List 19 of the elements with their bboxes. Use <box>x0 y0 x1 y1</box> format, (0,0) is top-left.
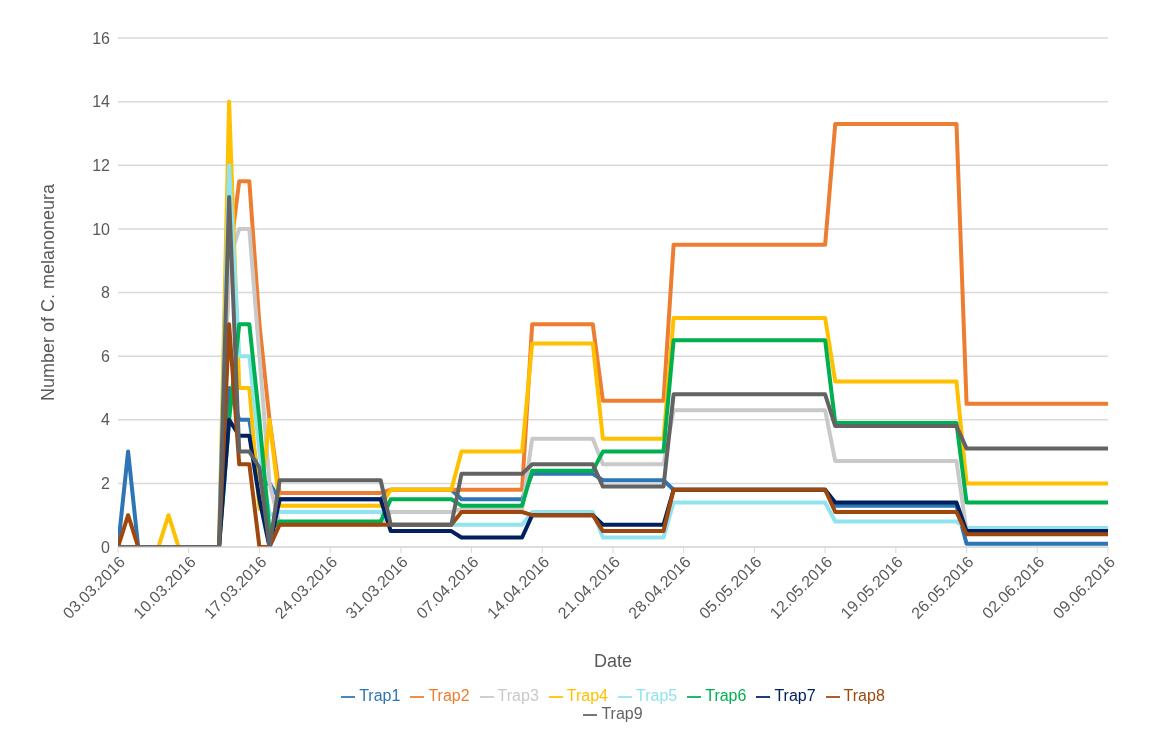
y-tick-label: 14 <box>92 93 111 111</box>
y-tick-label: 4 <box>101 411 111 429</box>
y-tick-label: 16 <box>92 29 111 47</box>
legend-label: Trap1 <box>359 687 401 704</box>
y-tick-label: 12 <box>92 156 111 174</box>
legend-label: Trap7 <box>774 687 816 704</box>
legend-label: Trap5 <box>636 687 678 704</box>
legend-label: Trap9 <box>601 705 643 722</box>
y-tick-label: 6 <box>101 347 111 365</box>
y-tick-label: 2 <box>101 475 111 493</box>
y-tick-label: 10 <box>92 220 111 238</box>
legend-label: Trap8 <box>843 687 885 704</box>
legend-label: Trap6 <box>705 687 747 704</box>
legend-label: Trap2 <box>428 687 470 704</box>
legend-label: Trap4 <box>566 687 608 704</box>
y-tick-label: 8 <box>101 284 111 302</box>
y-tick-label: 0 <box>101 538 111 556</box>
y-axis-title: Number of C. melanoneura <box>38 182 59 402</box>
x-axis-title: Date <box>593 651 633 671</box>
